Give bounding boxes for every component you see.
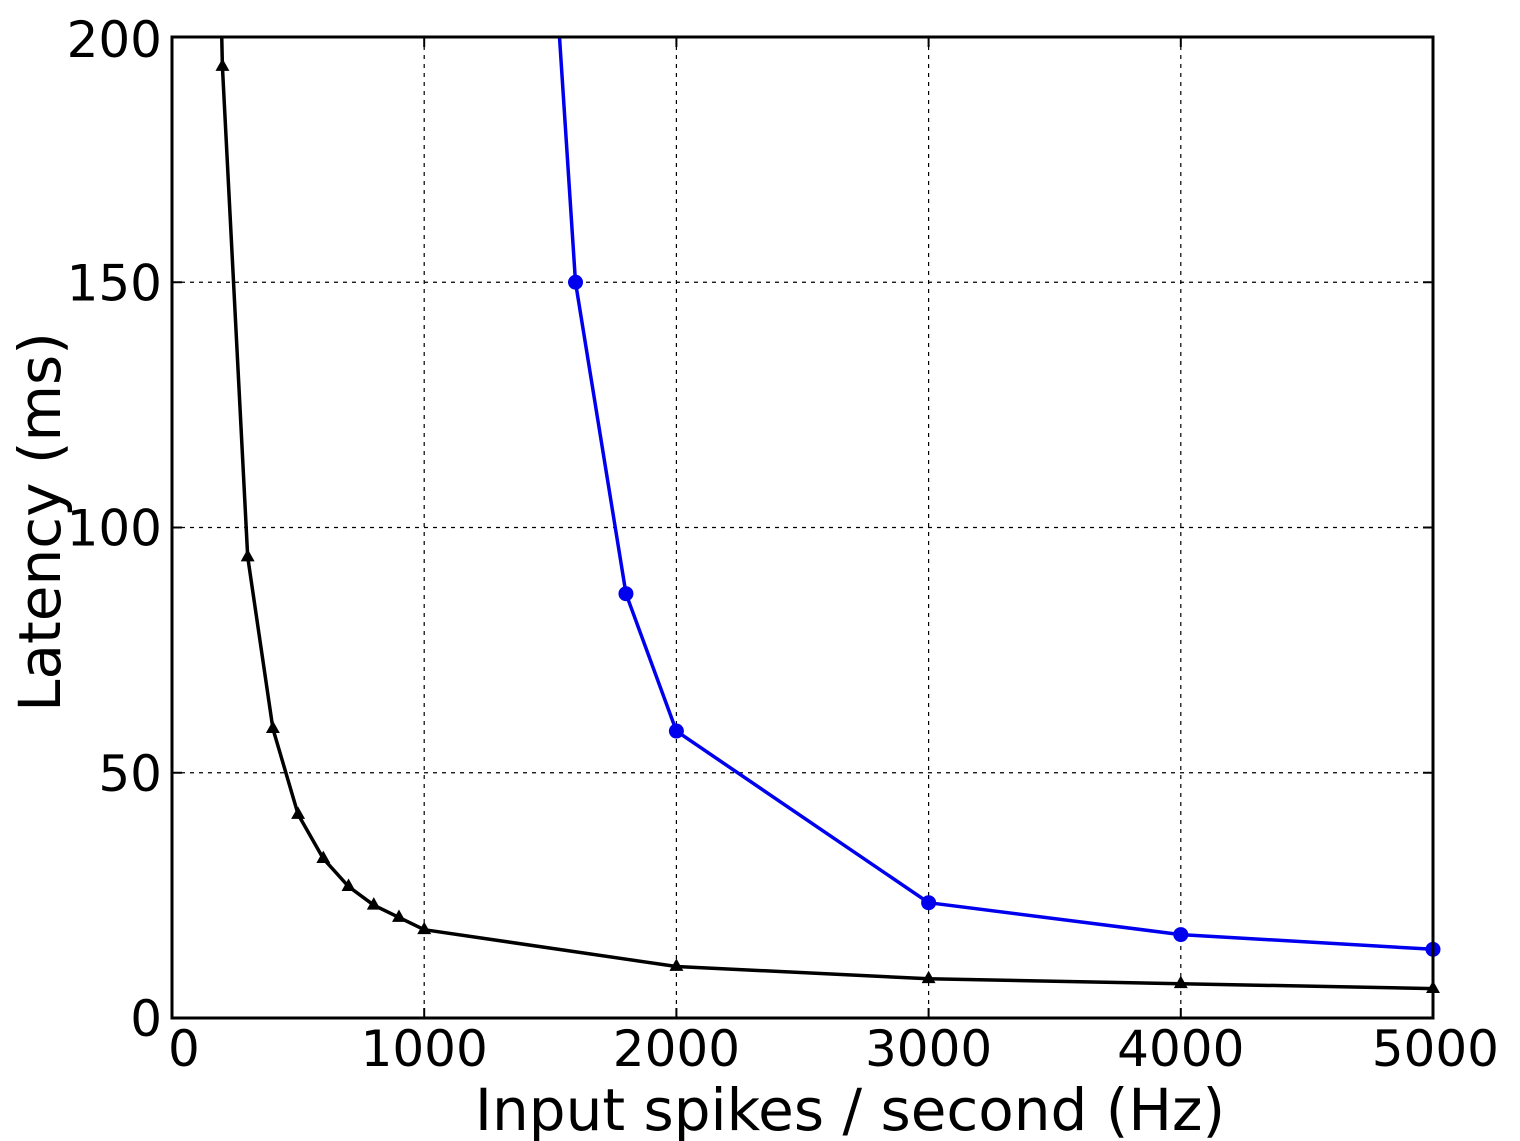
- y-tick-label: 150: [67, 254, 162, 312]
- x-tick-label: 3000: [865, 1020, 992, 1078]
- data-point: [291, 806, 306, 819]
- y-tick-label: 100: [67, 500, 162, 558]
- data-point: [921, 895, 937, 911]
- x-tick-label: 4000: [1117, 1020, 1244, 1078]
- tick-layer: 0 1000 2000 3000 4000 5000 0 50 100 150 200: [67, 11, 1499, 1078]
- x-tick-label: 1000: [361, 1020, 488, 1078]
- data-point: [392, 909, 406, 922]
- data-point: [316, 850, 331, 863]
- y-tick-label: 50: [98, 745, 162, 803]
- data-point: [921, 970, 936, 984]
- series-line-0: [219, 37, 1433, 991]
- data-point: [618, 586, 634, 602]
- data-point: [215, 58, 230, 71]
- series-layer: [219, 37, 1433, 991]
- x-tick-label: 5000: [1372, 1020, 1499, 1078]
- y-axis-label: Latency (ms): [6, 332, 74, 712]
- data-point: [669, 958, 684, 971]
- x-axis-label: Input spikes / second (Hz): [475, 1076, 1225, 1141]
- y-tick-label: 0: [130, 990, 162, 1048]
- series-line-1: [557, 37, 1433, 952]
- data-point: [668, 723, 684, 739]
- grid: [172, 37, 1433, 1018]
- data-point: [1173, 975, 1188, 989]
- data-point: [341, 878, 356, 891]
- x-tick-label: 2000: [613, 1020, 740, 1078]
- data-point: [366, 897, 381, 910]
- data-point: [568, 274, 584, 290]
- x-tick-label: 0: [168, 1020, 200, 1078]
- data-point: [265, 720, 280, 734]
- marker-layer: [215, 58, 1441, 993]
- data-point: [417, 921, 432, 935]
- y-tick-label: 200: [67, 11, 162, 69]
- data-point: [1173, 927, 1189, 943]
- data-point: [240, 548, 255, 562]
